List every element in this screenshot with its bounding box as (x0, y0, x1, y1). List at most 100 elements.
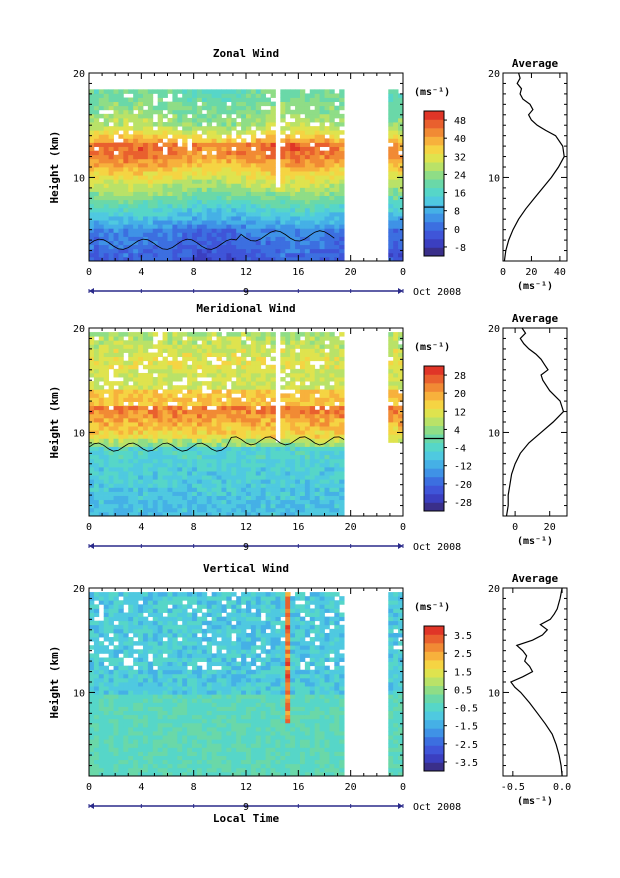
heatmap-cell (94, 743, 99, 747)
heatmap-cell (275, 216, 280, 220)
heatmap-cell (251, 422, 256, 426)
heatmap-cell (177, 491, 182, 495)
heatmap-cell (128, 114, 133, 118)
heatmap-cell (241, 228, 246, 232)
heatmap-cell (226, 200, 231, 204)
heatmap-cell (388, 422, 393, 426)
heatmap-cell (192, 216, 197, 220)
heatmap-cell (217, 463, 222, 467)
heatmap-cell (231, 118, 236, 122)
heatmap-cell (320, 508, 325, 512)
heatmap-cell (256, 249, 261, 253)
heatmap-cell (177, 377, 182, 381)
heatmap-cell (310, 253, 315, 257)
heatmap-cell (251, 336, 256, 340)
heatmap-cell (172, 102, 177, 106)
heatmap-cell (192, 228, 197, 232)
heatmap-cell (158, 479, 163, 483)
heatmap-cell (172, 183, 177, 187)
heatmap-cell (280, 200, 285, 204)
heatmap-cell (285, 98, 290, 102)
heatmap-cell (192, 451, 197, 455)
heatmap-cell (118, 475, 123, 479)
heatmap-cell (212, 208, 217, 212)
heatmap-cell (290, 336, 295, 340)
heatmap-cell (325, 245, 330, 249)
heatmap-cell (148, 192, 153, 196)
heatmap-cell (99, 332, 104, 336)
heatmap-cell (109, 430, 114, 434)
colorbar-swatch (424, 137, 444, 146)
heatmap-cell (148, 344, 153, 348)
heatmap-cell (187, 381, 192, 385)
heatmap-cell (94, 592, 99, 596)
heatmap-cell (94, 414, 99, 418)
heatmap-cell (256, 102, 261, 106)
heatmap-cell (217, 110, 222, 114)
heatmap-cell (177, 208, 182, 212)
heatmap-cell (236, 89, 241, 93)
heatmap-cell (109, 381, 114, 385)
heatmap-cell (192, 414, 197, 418)
heatmap-cell (99, 344, 104, 348)
heatmap-cell (221, 393, 226, 397)
heatmap-cell (320, 241, 325, 245)
heatmap-cell (310, 377, 315, 381)
heatmap-cell (271, 455, 276, 459)
heatmap-cell (182, 483, 187, 487)
heatmap-cell (339, 397, 344, 401)
heatmap-cell (212, 471, 217, 475)
heatmap-cell (295, 336, 300, 340)
heatmap-cell (143, 171, 148, 175)
heatmap-cell (99, 467, 104, 471)
heatmap-cell (187, 228, 192, 232)
heatmap-cell (99, 434, 104, 438)
heatmap-cell (153, 365, 158, 369)
heatmap-cell (99, 463, 104, 467)
heatmap-cell (177, 397, 182, 401)
heatmap-cell (217, 134, 222, 138)
heatmap-cell (325, 397, 330, 401)
heatmap-cell (305, 389, 310, 393)
colorbar-swatch (424, 196, 444, 205)
heatmap-cell (285, 159, 290, 163)
heatmap-cell (123, 459, 128, 463)
heatmap-cell (231, 106, 236, 110)
heatmap-cell (118, 204, 123, 208)
heatmap-cell (212, 134, 217, 138)
heatmap-cell (158, 98, 163, 102)
heatmap-cell (158, 438, 163, 442)
heatmap-cell (246, 163, 251, 167)
heatmap-cell (212, 220, 217, 224)
heatmap-cell (295, 126, 300, 130)
heatmap-cell (339, 332, 344, 336)
heatmap-cell (138, 508, 143, 512)
heatmap-cell (158, 216, 163, 220)
heatmap-cell (143, 430, 148, 434)
heatmap-cell (261, 479, 266, 483)
heatmap-cell (212, 200, 217, 204)
heatmap-cell (251, 187, 256, 191)
heatmap-cell (94, 102, 99, 106)
heatmap-cell (334, 138, 339, 142)
heatmap-cell (128, 422, 133, 426)
heatmap-cell (118, 134, 123, 138)
heatmap-cell (221, 381, 226, 385)
heatmap-cell (202, 430, 207, 434)
heatmap-cell (182, 204, 187, 208)
heatmap-cell (388, 208, 393, 212)
heatmap-cell (109, 393, 114, 397)
heatmap-cell (148, 253, 153, 257)
heatmap-cell (329, 385, 334, 389)
heatmap-cell (393, 381, 398, 385)
heatmap-cell (89, 389, 94, 393)
heatmap-cell (271, 393, 276, 397)
heatmap-cell (212, 373, 217, 377)
heatmap-cell (192, 245, 197, 249)
heatmap-cell (168, 447, 173, 451)
heatmap-cell (99, 179, 104, 183)
heatmap-cell (246, 253, 251, 257)
heatmap-cell (261, 159, 266, 163)
heatmap-cell (143, 245, 148, 249)
heatmap-cell (236, 98, 241, 102)
